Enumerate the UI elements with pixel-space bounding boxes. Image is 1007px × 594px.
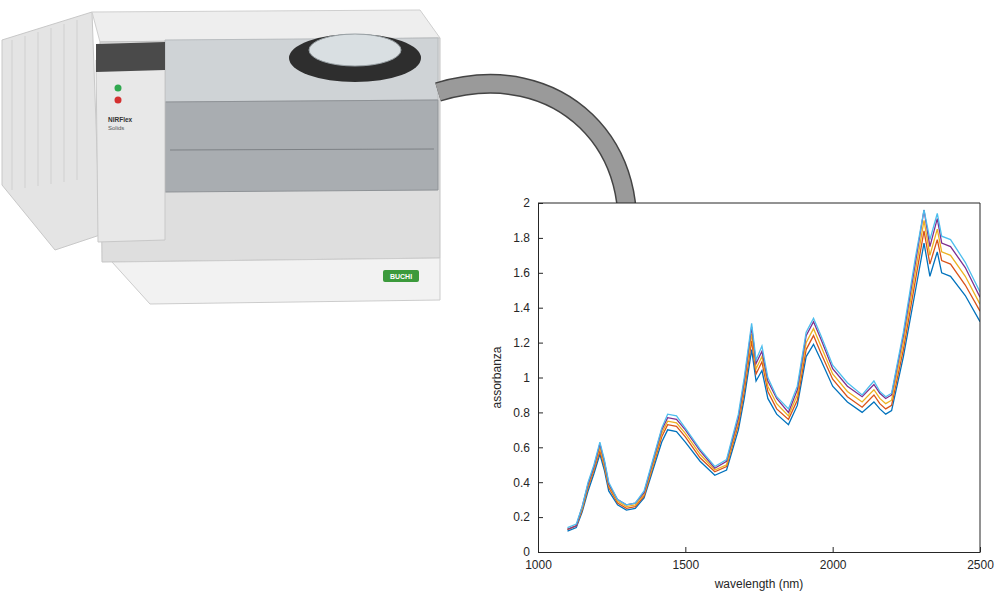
y-tick: 1.2 xyxy=(513,336,543,350)
instrument-groove xyxy=(77,20,78,180)
frame-top xyxy=(538,203,980,204)
model-label: NIRFlex xyxy=(108,116,133,123)
brand-label: BUCHI xyxy=(390,273,412,280)
x-axis-title: wavelength (nm) xyxy=(714,577,804,591)
x-tick-label: 1000 xyxy=(525,558,552,572)
y-tick: 0.6 xyxy=(513,441,543,455)
series-group xyxy=(567,210,980,531)
instrument-panel-top xyxy=(96,42,165,72)
y-tick-label: 1 xyxy=(523,371,530,385)
instrument: BUCHI NIRFlex Solids xyxy=(2,10,440,304)
instrument-panel xyxy=(96,58,165,242)
instrument-groove xyxy=(12,40,13,190)
y-tick: 1.6 xyxy=(513,266,543,280)
y-tick: 1.4 xyxy=(513,301,543,315)
y-tick-mark xyxy=(538,343,543,344)
instrument-button xyxy=(115,85,122,92)
brand-badge xyxy=(383,270,419,282)
x-axis: 1000 1500 2000 2500 xyxy=(525,547,994,572)
sample-dish xyxy=(309,34,401,66)
spectrum-line xyxy=(567,210,980,529)
x-tick: 1500 xyxy=(672,547,699,572)
variant-label: Solids xyxy=(108,125,124,131)
instrument-drawer xyxy=(165,100,438,192)
x-tick: 2000 xyxy=(820,547,847,572)
x-tick-mark xyxy=(833,547,834,552)
frame-right xyxy=(980,203,981,552)
sample-holder xyxy=(289,34,421,82)
instrument-groove xyxy=(51,28,52,184)
y-tick-label: 1.6 xyxy=(513,266,530,280)
y-tick-mark xyxy=(538,378,543,379)
y-tick-mark xyxy=(538,517,543,518)
y-tick-mark xyxy=(538,412,543,413)
spectrum-line xyxy=(567,210,980,528)
y-axis-title: assorbanza xyxy=(490,346,504,408)
instrument-base xyxy=(112,258,440,304)
instrument-button xyxy=(115,97,122,104)
spectrum-line xyxy=(567,220,980,529)
y-tick-label: 1.4 xyxy=(513,301,530,315)
x-axis-line xyxy=(539,552,981,553)
y-tick-mark xyxy=(538,482,543,483)
y-tick-mark xyxy=(538,273,543,274)
y-tick: 0.4 xyxy=(513,476,543,490)
y-tick-label: 0.2 xyxy=(513,510,530,524)
spectrum-line xyxy=(567,231,980,529)
y-tick-mark xyxy=(538,308,543,309)
chart: 1000 1500 2000 2500 0 0.2 0.4 0.6 0.8 1 1.2 1.4 1.6 1… xyxy=(490,196,994,591)
y-tick-label: 1.8 xyxy=(513,231,530,245)
y-tick-label: 0.4 xyxy=(513,476,530,490)
y-tick: 0.2 xyxy=(513,510,543,524)
instrument-groove xyxy=(64,24,65,182)
y-tick-mark xyxy=(538,552,543,553)
y-tick-label: 0.6 xyxy=(513,441,530,455)
y-tick-label: 0 xyxy=(523,545,530,559)
y-tick: 0.8 xyxy=(513,406,543,420)
x-tick: 2500 xyxy=(967,547,994,572)
y-tick: 0 xyxy=(523,545,543,559)
y-tick-label: 0.8 xyxy=(513,406,530,420)
y-tick-label: 1.2 xyxy=(513,336,530,350)
y-tick-mark xyxy=(538,447,543,448)
y-tick: 1 xyxy=(523,371,543,385)
x-tick-label: 2500 xyxy=(967,558,994,572)
spectrum-line xyxy=(567,243,980,531)
instrument-groove xyxy=(25,36,26,188)
y-tick-mark xyxy=(538,238,543,239)
instrument-groove xyxy=(38,32,39,186)
x-tick-label: 2000 xyxy=(820,558,847,572)
x-tick-mark xyxy=(685,547,686,552)
instrument-side xyxy=(2,12,100,250)
y-axis: 0 0.2 0.4 0.6 0.8 1 1.2 1.4 1.6 1.8 2 xyxy=(513,196,543,559)
instrument-drawer-edge xyxy=(170,149,434,150)
canvas: BUCHI NIRFlex Solids 1000 1500 2000 2500 0 0.2 0.… xyxy=(0,0,1007,594)
x-tick-label: 1500 xyxy=(672,558,699,572)
y-tick: 1.8 xyxy=(513,231,543,245)
plot-background xyxy=(538,203,980,552)
y-tick-label: 2 xyxy=(523,196,530,210)
